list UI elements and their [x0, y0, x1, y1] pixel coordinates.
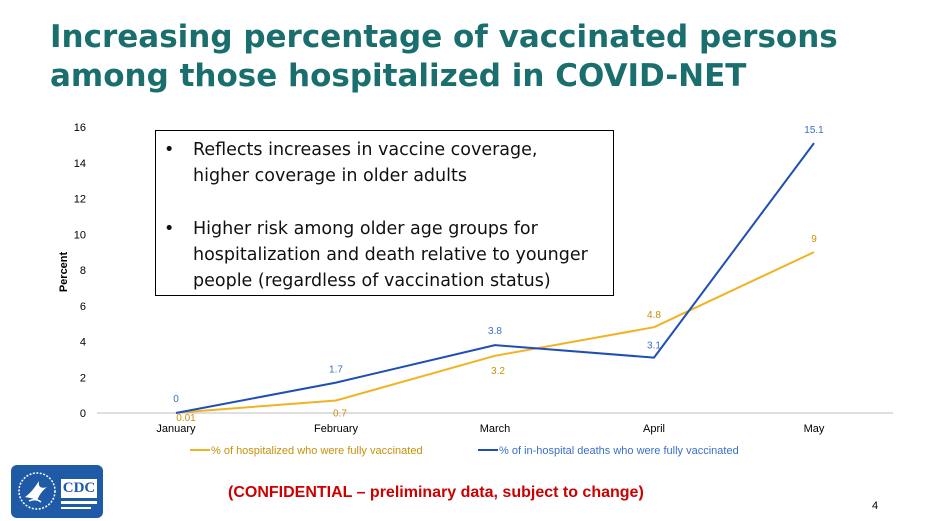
- series-line-deaths: [175, 142, 815, 414]
- hhs-eagle-icon: [18, 472, 56, 510]
- page-number: 4: [872, 500, 879, 512]
- data-label-deaths: 3.1: [647, 341, 661, 352]
- legend-label-deaths: % of in-hospital deaths who were fully v…: [499, 445, 739, 457]
- y-tick-label: 2: [80, 372, 86, 384]
- chart-legend: % of hospitalized who were fully vaccina…: [190, 445, 739, 457]
- data-label-hospitalized: 0.7: [333, 408, 347, 419]
- y-tick-label: 6: [80, 301, 86, 313]
- cdc-wordmark: CDC: [61, 479, 97, 498]
- x-tick-label: May: [804, 423, 825, 435]
- x-tick-labels: January February March April May: [156, 423, 824, 435]
- x-tick-label: March: [480, 423, 511, 435]
- data-label-deaths: 1.7: [329, 365, 343, 376]
- data-label-deaths: 0: [173, 394, 179, 405]
- y-tick-labels: 0 2 4 6 8 10 12 14 16: [74, 122, 86, 420]
- y-tick-label: 0: [80, 408, 86, 420]
- bullet-item-1: • Reflects increases in vaccine coverage…: [156, 137, 596, 189]
- data-label-deaths: 3.8: [488, 326, 502, 337]
- bullet-marker: •: [164, 140, 175, 160]
- title-line-1: Increasing percentage of vaccinated pers…: [50, 19, 838, 55]
- y-tick-label: 16: [74, 122, 86, 134]
- y-tick-label: 4: [80, 337, 86, 349]
- chart-series: [175, 142, 815, 414]
- y-tick-label: 12: [74, 194, 86, 206]
- title-line-2: among those hospitalized in COVID-NET: [50, 58, 747, 94]
- x-tick-label: February: [314, 423, 359, 435]
- bullet-marker: •: [164, 219, 175, 239]
- note-box: • Reflects increases in vaccine coverage…: [155, 130, 614, 296]
- y-tick-label: 8: [80, 265, 86, 277]
- logo-rule: [61, 501, 97, 504]
- cdc-logo: CDC: [11, 465, 103, 518]
- logo-rule: [61, 507, 91, 509]
- bullet-text-1: Reflects increases in vaccine coverage, …: [193, 140, 538, 186]
- y-axis-label: Percent: [58, 251, 70, 292]
- data-label-hospitalized: 0.01: [176, 413, 196, 424]
- data-labels: 0.01 0.7 3.2 4.8 9 0 1.7 3.8 3.1 15.1: [173, 125, 824, 424]
- confidential-notice: (CONFIDENTIAL – preliminary data, subjec…: [228, 484, 644, 501]
- x-tick-label: April: [643, 423, 665, 435]
- y-tick-label: 10: [74, 229, 86, 241]
- legend-label-hospitalized: % of hospitalized who were fully vaccina…: [211, 445, 423, 457]
- line-chart: 0 2 4 6 8 10 12 14 16 January February March April M…: [58, 122, 893, 457]
- x-tick-label: January: [156, 423, 196, 435]
- y-tick-label: 14: [74, 158, 86, 170]
- data-label-hospitalized: 4.8: [647, 310, 661, 321]
- series-line-hospitalized: [175, 251, 815, 414]
- bullet-text-2: Higher risk among older age groups for h…: [193, 219, 588, 291]
- data-label-hospitalized: 3.2: [491, 366, 505, 377]
- slide-title: Increasing percentage of vaccinated pers…: [50, 18, 838, 96]
- data-label-hospitalized: 9: [811, 234, 817, 245]
- data-label-deaths: 15.1: [804, 125, 824, 136]
- bullet-item-2: • Higher risk among older age groups for…: [156, 216, 596, 294]
